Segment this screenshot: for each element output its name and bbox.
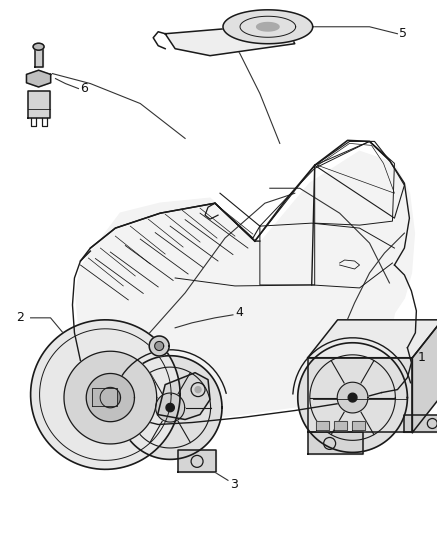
Polygon shape	[100, 387, 120, 408]
Polygon shape	[413, 320, 438, 432]
Text: 2: 2	[16, 311, 24, 325]
Polygon shape	[155, 393, 185, 422]
Polygon shape	[92, 389, 117, 406]
Polygon shape	[257, 22, 279, 31]
Polygon shape	[165, 24, 295, 55]
Ellipse shape	[33, 43, 44, 50]
Polygon shape	[308, 432, 363, 455]
Polygon shape	[64, 351, 157, 444]
Polygon shape	[334, 421, 346, 431]
Polygon shape	[308, 320, 438, 358]
Polygon shape	[298, 343, 407, 453]
Polygon shape	[348, 393, 357, 402]
Polygon shape	[86, 374, 134, 422]
Polygon shape	[223, 10, 313, 44]
Polygon shape	[178, 450, 216, 472]
Polygon shape	[26, 70, 51, 87]
Polygon shape	[352, 421, 364, 431]
Polygon shape	[35, 47, 42, 67]
Text: 4: 4	[235, 306, 243, 319]
Polygon shape	[404, 415, 438, 432]
Text: 3: 3	[230, 478, 238, 491]
Polygon shape	[118, 356, 222, 459]
Polygon shape	[155, 342, 164, 351]
Polygon shape	[75, 151, 414, 423]
Polygon shape	[149, 336, 169, 356]
Polygon shape	[316, 421, 328, 431]
Circle shape	[195, 386, 201, 393]
Text: 5: 5	[399, 27, 407, 40]
Polygon shape	[166, 403, 174, 411]
Polygon shape	[308, 358, 413, 432]
Polygon shape	[28, 91, 49, 118]
Text: 1: 1	[417, 351, 425, 364]
Polygon shape	[158, 373, 210, 419]
Polygon shape	[31, 320, 180, 470]
Polygon shape	[337, 382, 368, 413]
Text: 6: 6	[81, 82, 88, 95]
